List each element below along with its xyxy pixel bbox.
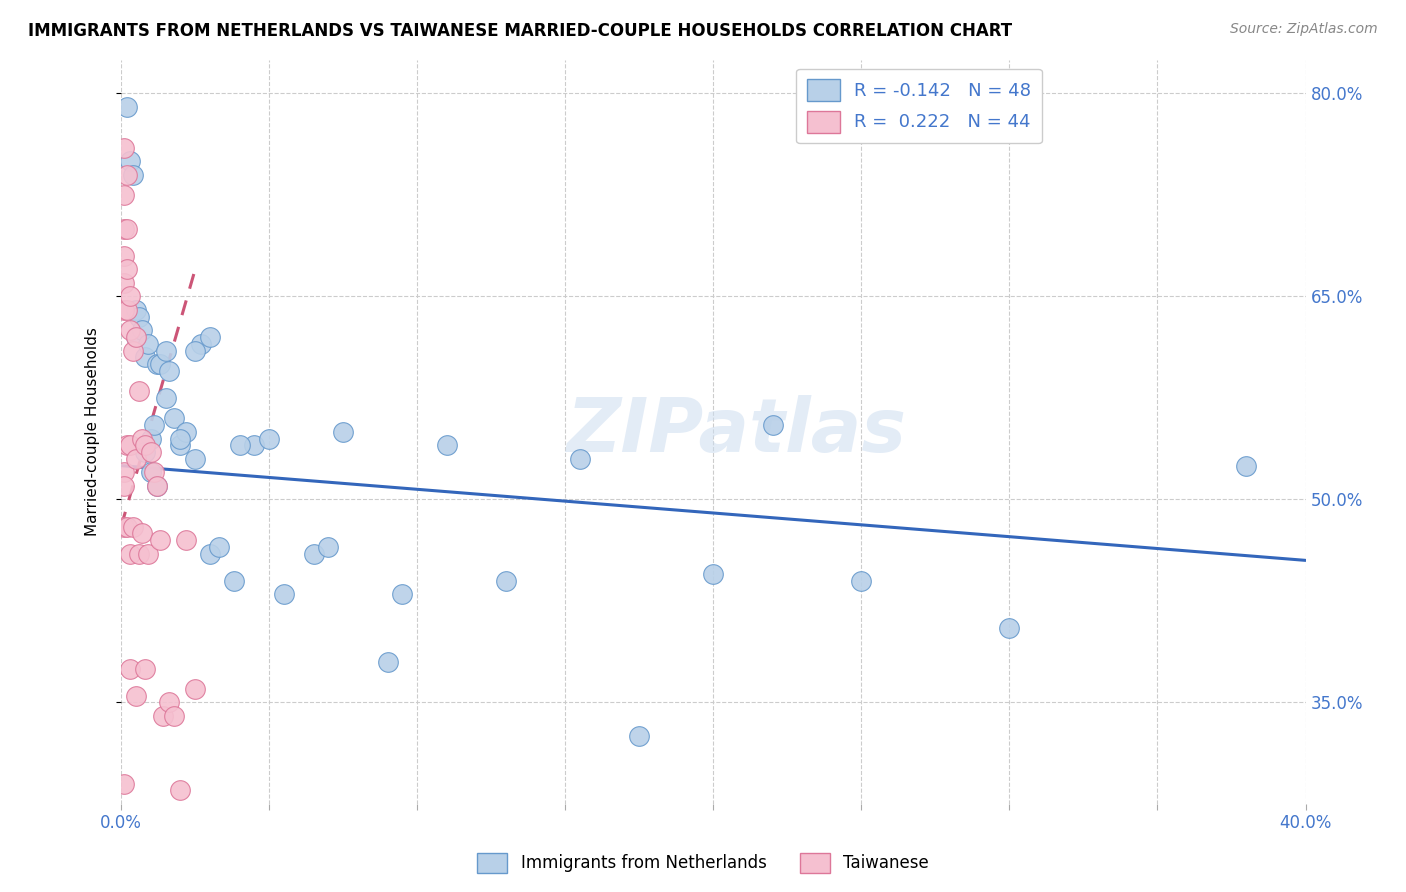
Point bbox=[139, 445, 162, 459]
Point bbox=[145, 479, 167, 493]
Point bbox=[115, 100, 138, 114]
Point bbox=[149, 533, 172, 547]
Point bbox=[436, 438, 458, 452]
Point bbox=[163, 411, 186, 425]
Point bbox=[569, 451, 592, 466]
Point bbox=[115, 221, 138, 235]
Point bbox=[243, 438, 266, 452]
Point bbox=[122, 168, 145, 182]
Point bbox=[761, 417, 783, 432]
Point bbox=[190, 336, 212, 351]
Point bbox=[134, 438, 156, 452]
Point bbox=[112, 466, 135, 480]
Point bbox=[495, 574, 517, 588]
Point bbox=[118, 154, 141, 169]
Point bbox=[152, 709, 174, 723]
Point bbox=[125, 330, 148, 344]
Point bbox=[112, 276, 135, 290]
Point bbox=[998, 621, 1021, 635]
Point bbox=[134, 662, 156, 676]
Y-axis label: Married-couple Households: Married-couple Households bbox=[86, 327, 100, 536]
Point bbox=[115, 303, 138, 318]
Point bbox=[112, 777, 135, 791]
Point bbox=[169, 432, 191, 446]
Point bbox=[128, 547, 150, 561]
Point bbox=[157, 364, 180, 378]
Point bbox=[139, 432, 162, 446]
Point bbox=[184, 451, 207, 466]
Point bbox=[184, 343, 207, 358]
Point bbox=[318, 540, 340, 554]
Point bbox=[391, 587, 413, 601]
Point bbox=[149, 357, 172, 371]
Point bbox=[169, 783, 191, 797]
Point bbox=[222, 574, 245, 588]
Point bbox=[208, 540, 231, 554]
Point bbox=[157, 696, 180, 710]
Legend: R = -0.142   N = 48, R =  0.222   N = 44: R = -0.142 N = 48, R = 0.222 N = 44 bbox=[796, 69, 1042, 144]
Point bbox=[118, 438, 141, 452]
Point bbox=[184, 681, 207, 696]
Point bbox=[142, 466, 165, 480]
Point bbox=[112, 303, 135, 318]
Point bbox=[198, 330, 221, 344]
Point bbox=[122, 343, 145, 358]
Point bbox=[273, 587, 295, 601]
Point bbox=[628, 729, 651, 743]
Point bbox=[125, 451, 148, 466]
Point bbox=[125, 303, 148, 318]
Point bbox=[163, 709, 186, 723]
Point bbox=[112, 221, 135, 235]
Point bbox=[128, 310, 150, 324]
Point bbox=[145, 479, 167, 493]
Point bbox=[112, 519, 135, 533]
Point bbox=[139, 466, 162, 480]
Point bbox=[174, 533, 197, 547]
Point bbox=[112, 479, 135, 493]
Text: Source: ZipAtlas.com: Source: ZipAtlas.com bbox=[1230, 22, 1378, 37]
Point bbox=[136, 547, 159, 561]
Point bbox=[332, 425, 354, 439]
Point bbox=[1234, 458, 1257, 473]
Point bbox=[145, 357, 167, 371]
Point bbox=[134, 351, 156, 365]
Point bbox=[125, 330, 148, 344]
Point bbox=[851, 574, 873, 588]
Point bbox=[174, 425, 197, 439]
Point bbox=[155, 343, 177, 358]
Point bbox=[115, 519, 138, 533]
Point bbox=[112, 249, 135, 263]
Point bbox=[142, 417, 165, 432]
Point bbox=[198, 547, 221, 561]
Point bbox=[118, 547, 141, 561]
Point bbox=[302, 547, 325, 561]
Point bbox=[377, 655, 399, 669]
Point bbox=[115, 168, 138, 182]
Point bbox=[125, 689, 148, 703]
Point bbox=[155, 391, 177, 405]
Point bbox=[131, 323, 153, 337]
Point bbox=[169, 438, 191, 452]
Point bbox=[228, 438, 250, 452]
Point bbox=[131, 432, 153, 446]
Point bbox=[115, 262, 138, 277]
Point bbox=[118, 323, 141, 337]
Point bbox=[131, 526, 153, 541]
Text: IMMIGRANTS FROM NETHERLANDS VS TAIWANESE MARRIED-COUPLE HOUSEHOLDS CORRELATION C: IMMIGRANTS FROM NETHERLANDS VS TAIWANESE… bbox=[28, 22, 1012, 40]
Point bbox=[115, 438, 138, 452]
Point bbox=[136, 336, 159, 351]
Point bbox=[134, 445, 156, 459]
Point bbox=[112, 140, 135, 154]
Legend: Immigrants from Netherlands, Taiwanese: Immigrants from Netherlands, Taiwanese bbox=[471, 847, 935, 880]
Point bbox=[257, 432, 280, 446]
Point bbox=[128, 384, 150, 399]
Point bbox=[122, 519, 145, 533]
Point bbox=[118, 289, 141, 303]
Point bbox=[112, 188, 135, 202]
Point bbox=[118, 662, 141, 676]
Text: ZIPatlas: ZIPatlas bbox=[567, 395, 907, 468]
Point bbox=[702, 566, 724, 581]
